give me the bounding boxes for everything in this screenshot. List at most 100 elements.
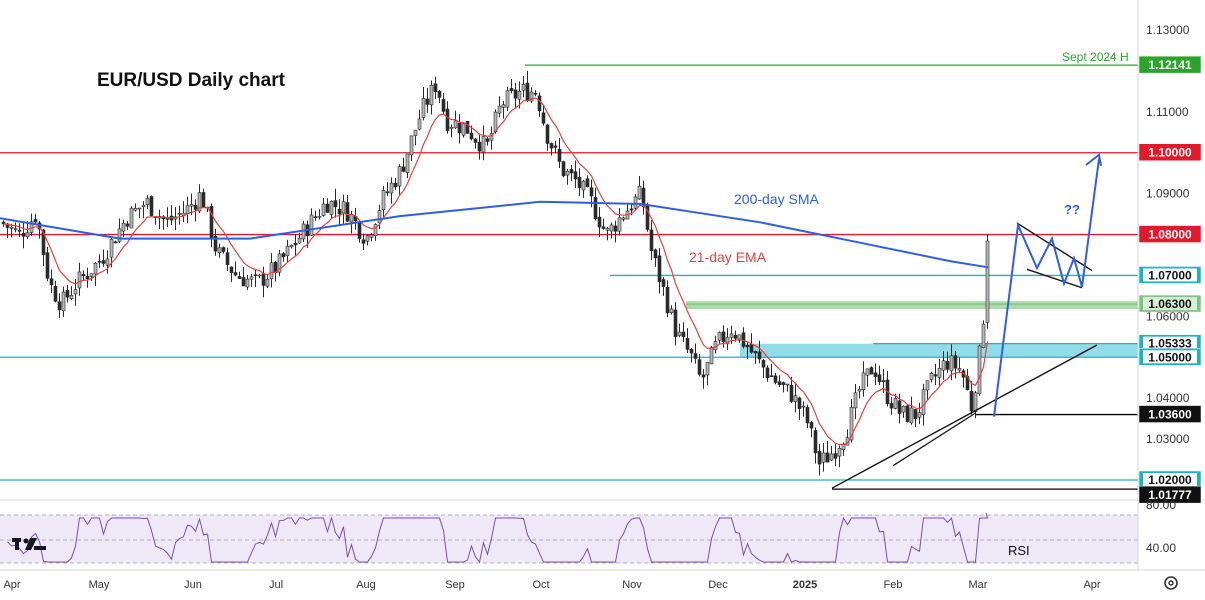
candle — [585, 175, 590, 188]
candle — [953, 351, 958, 379]
candle — [617, 208, 622, 236]
candle-body — [589, 187, 594, 197]
candle-body — [409, 135, 414, 156]
month-label: Jul — [269, 579, 283, 591]
candle-body — [933, 374, 938, 377]
candle — [505, 86, 510, 112]
candle-body — [533, 92, 538, 95]
candle-body — [781, 382, 786, 385]
candle-body — [329, 201, 334, 215]
candle-body — [237, 276, 242, 279]
candle — [289, 244, 294, 249]
candle-body — [529, 91, 534, 102]
settings-gear-icon[interactable] — [1164, 576, 1178, 590]
y-tick-label: 1.03000 — [1146, 432, 1190, 446]
candle-body — [537, 95, 542, 112]
price-badge-label: 1.02000 — [1148, 473, 1192, 487]
rsi-layer — [0, 512, 1138, 564]
candle — [757, 340, 762, 364]
candle-body — [269, 262, 274, 279]
candle — [677, 323, 682, 338]
support-zone-1-05 — [740, 343, 1138, 358]
candle-body — [497, 105, 502, 114]
candle — [821, 443, 826, 472]
candle — [613, 220, 618, 243]
candle-body — [641, 187, 646, 208]
candle — [57, 293, 62, 318]
candle-body — [737, 334, 742, 341]
candle-body — [137, 207, 142, 210]
candle — [329, 200, 334, 219]
candle — [893, 393, 898, 410]
candle — [601, 218, 606, 230]
candle — [941, 351, 946, 380]
candle-body — [721, 331, 726, 342]
candle-body — [853, 392, 858, 409]
candle — [961, 368, 966, 388]
candle-body — [753, 351, 758, 354]
candle — [129, 206, 134, 229]
price-badge-inner — [1143, 350, 1197, 364]
candle — [805, 404, 810, 429]
candle-body — [881, 380, 886, 382]
candle-body — [637, 185, 642, 200]
candle-body — [857, 388, 862, 392]
month-label: Oct — [532, 579, 549, 591]
candle — [753, 350, 758, 364]
price-badge: 1.03600 — [1138, 405, 1202, 423]
candle — [401, 157, 406, 173]
candle — [489, 126, 494, 150]
y-tick-label: 1.13000 — [1146, 23, 1190, 37]
candle-body — [233, 272, 238, 276]
candle-body — [213, 235, 218, 252]
candle-body — [473, 138, 478, 143]
candle-body — [905, 405, 910, 422]
candle-body — [457, 123, 462, 134]
candle — [221, 246, 226, 254]
candle-body — [193, 204, 198, 210]
candle — [713, 335, 718, 354]
candle — [977, 344, 982, 396]
candle — [225, 247, 230, 271]
candle — [693, 343, 698, 364]
price-badge-label: 1.03600 — [1148, 408, 1192, 422]
candle — [725, 328, 730, 350]
candle-body — [829, 453, 834, 461]
candle — [645, 202, 650, 232]
candle — [177, 205, 182, 225]
candle-body — [357, 221, 362, 239]
candle-body — [189, 204, 194, 207]
candle-body — [889, 403, 894, 409]
price-badge-label: 1.06300 — [1148, 297, 1192, 311]
candle — [417, 109, 422, 131]
price-badge-box — [1138, 405, 1202, 423]
candle — [365, 234, 370, 246]
candle-body — [561, 161, 566, 177]
candle — [333, 188, 338, 218]
candle — [861, 361, 866, 397]
candle-body — [593, 197, 598, 220]
candle — [857, 386, 862, 399]
candle-body — [901, 405, 906, 413]
candle — [381, 186, 386, 219]
candle — [49, 269, 54, 293]
candle — [121, 219, 126, 238]
candle-body — [773, 375, 778, 383]
candle — [97, 254, 102, 268]
candle-body — [693, 353, 698, 359]
candle — [925, 380, 930, 401]
candle-body — [925, 380, 930, 391]
candle — [477, 133, 482, 160]
candle-body — [465, 121, 470, 134]
candle-body — [389, 182, 394, 194]
candle-body — [61, 291, 66, 312]
candle-body — [293, 243, 298, 246]
candle-body — [669, 308, 674, 313]
candle — [817, 444, 822, 476]
candle — [61, 286, 66, 317]
candle-body — [977, 345, 982, 395]
y-tick-label: 1.06000 — [1146, 309, 1190, 323]
candle-body — [13, 228, 18, 230]
price-badge-inner — [1143, 336, 1197, 350]
price-badge-label: 1.07000 — [1148, 268, 1192, 282]
